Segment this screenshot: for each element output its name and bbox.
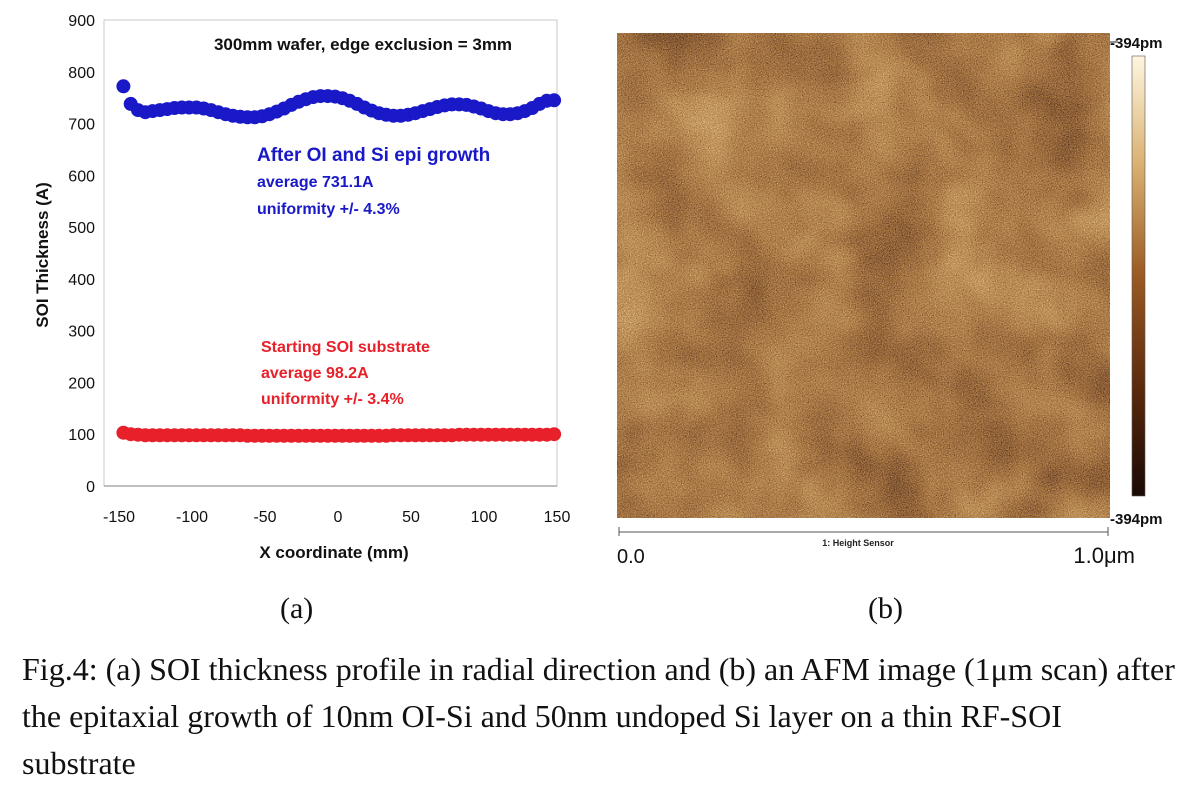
red-annotation-line-3: uniformity +/- 3.4% bbox=[261, 391, 404, 408]
x-tick-label: 0 bbox=[334, 509, 343, 526]
y-tick-label: 800 bbox=[68, 65, 95, 82]
y-tick-label: 700 bbox=[68, 117, 95, 134]
data-point bbox=[547, 427, 562, 442]
blue-annotation-line-2: average 731.1A bbox=[257, 174, 374, 191]
x-tick-labels: -150 -100 -50 0 50 100 150 bbox=[103, 509, 570, 526]
colorbar bbox=[1131, 55, 1146, 497]
height-sensor-label: 1: Height Sensor bbox=[822, 538, 894, 548]
x-tick-label: -150 bbox=[103, 509, 135, 526]
y-tick-label: 100 bbox=[68, 427, 95, 444]
data-point bbox=[116, 79, 131, 94]
y-tick-label: 600 bbox=[68, 168, 95, 185]
x-tick-label: -100 bbox=[176, 509, 208, 526]
blue-annotation-line-3: uniformity +/- 4.3% bbox=[257, 201, 400, 218]
red-annotation-line-1: Starting SOI substrate bbox=[261, 339, 430, 356]
starting-soi-series bbox=[116, 425, 562, 443]
y-axis-label: SOI Thickness (A) bbox=[33, 182, 52, 327]
x-axis-label: X coordinate (mm) bbox=[259, 543, 408, 562]
x-tick-label: 50 bbox=[402, 509, 420, 526]
red-annotation-line-2: average 98.2A bbox=[261, 365, 369, 382]
afm-panel: -394pm -394pm 1: Height Sensor 0.0 1.0μm bbox=[617, 33, 1163, 568]
y-tick-label: 300 bbox=[68, 324, 95, 341]
afm-height-image bbox=[617, 33, 1110, 518]
colorbar-bottom-label: -394pm bbox=[1110, 511, 1163, 528]
x-tick-label: 150 bbox=[544, 509, 571, 526]
scale-end-label: 1.0μm bbox=[1073, 543, 1135, 568]
y-tick-labels: 0 100 200 300 400 500 600 700 800 900 bbox=[68, 13, 95, 496]
y-tick-label: 900 bbox=[68, 13, 95, 30]
x-tick-label: 100 bbox=[471, 509, 498, 526]
after-epi-series bbox=[116, 79, 562, 125]
y-tick-label: 200 bbox=[68, 375, 95, 392]
data-series bbox=[116, 79, 562, 443]
chart-title: 300mm wafer, edge exclusion = 3mm bbox=[214, 35, 512, 54]
blue-annotation-line-1: After OI and Si epi growth bbox=[257, 145, 490, 166]
data-point bbox=[547, 93, 562, 108]
y-tick-label: 0 bbox=[86, 479, 95, 496]
panel-b-label: (b) bbox=[868, 592, 903, 625]
y-tick-label: 400 bbox=[68, 272, 95, 289]
panel-a-label: (a) bbox=[280, 592, 314, 625]
colorbar-top-label: -394pm bbox=[1110, 35, 1163, 52]
x-tick-label: -50 bbox=[253, 509, 276, 526]
scale-start-label: 0.0 bbox=[617, 546, 645, 568]
figure-caption: Fig.4: (a) SOI thickness profile in radi… bbox=[22, 651, 1175, 781]
y-tick-label: 500 bbox=[68, 220, 95, 237]
